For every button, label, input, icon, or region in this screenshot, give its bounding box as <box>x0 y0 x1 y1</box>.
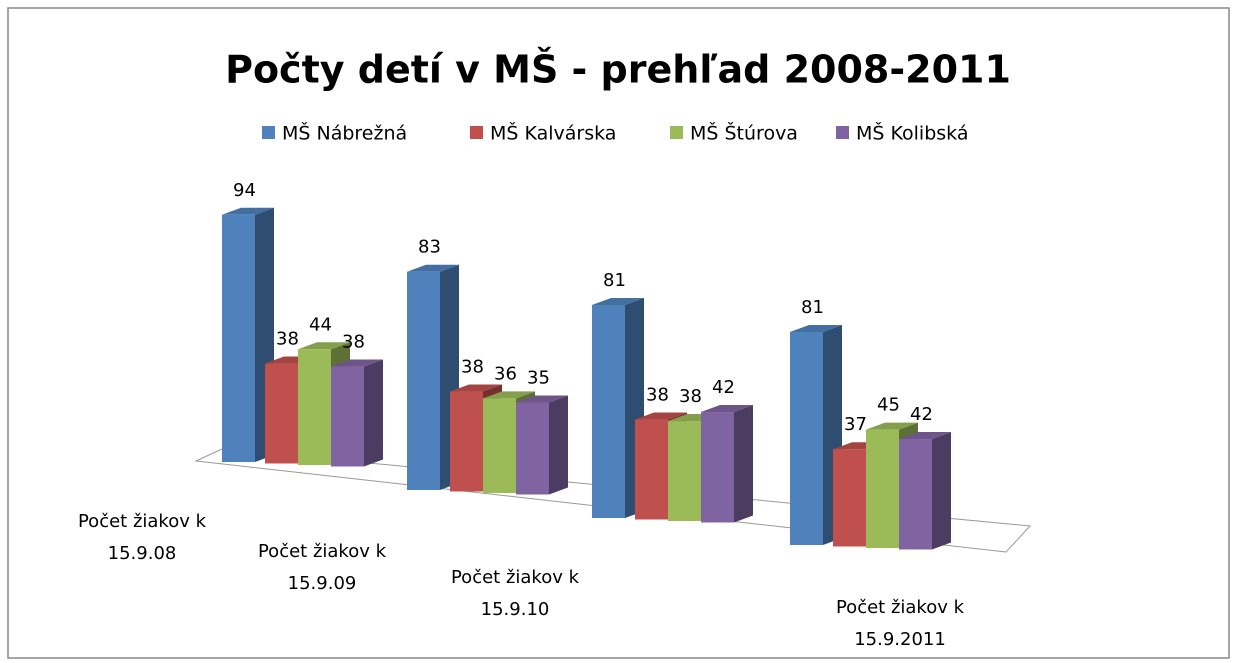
bar-top <box>222 207 274 215</box>
legend-swatch <box>262 126 275 139</box>
legend-swatch <box>470 126 483 139</box>
bar <box>635 419 668 520</box>
bar <box>833 449 866 547</box>
x-tick-label: Počet žiakov k 15.9.2011 <box>835 597 965 650</box>
bar-top <box>790 324 842 332</box>
bar-top <box>450 384 502 392</box>
bar-side <box>549 395 568 495</box>
bar-side <box>364 359 383 467</box>
legend-label: MŠ Kalvárska <box>490 121 616 145</box>
value-label: 44 <box>309 314 332 335</box>
bar-top <box>331 359 383 367</box>
bar-top <box>298 342 350 350</box>
bar <box>899 439 932 550</box>
legend-label: MŠ Štúrova <box>690 121 798 145</box>
bar <box>331 366 364 467</box>
value-label: 81 <box>801 297 824 318</box>
bar-top <box>516 395 568 403</box>
bar <box>298 349 331 465</box>
value-label: 37 <box>844 414 867 435</box>
value-label: 83 <box>418 237 441 258</box>
bar <box>265 363 298 464</box>
bar-side <box>932 432 951 550</box>
bar <box>483 398 516 493</box>
value-label: 38 <box>276 329 299 350</box>
legend-swatch <box>836 126 849 139</box>
x-tick-label: Počet žiakov k 15.9.08 <box>77 511 207 564</box>
value-label: 36 <box>494 363 517 384</box>
legend-label: MŠ Kolibská <box>856 121 968 145</box>
bar-top <box>635 412 687 420</box>
value-label: 38 <box>679 386 702 407</box>
chart-title: Počty detí v MŠ - prehľad 2008-2011 <box>225 48 1011 92</box>
bar-top <box>701 405 753 413</box>
bar <box>668 421 701 521</box>
value-label: 35 <box>527 367 550 388</box>
value-label: 81 <box>603 270 626 291</box>
x-tick-label: Počet žiakov k 15.9.10 <box>450 567 580 620</box>
bar-top <box>866 422 918 430</box>
value-label: 38 <box>646 385 669 406</box>
bar <box>407 271 440 490</box>
bar <box>866 429 899 548</box>
value-label: 38 <box>461 357 484 378</box>
bar <box>592 304 625 518</box>
bar <box>222 214 255 462</box>
value-label: 45 <box>877 395 900 416</box>
bar-side <box>734 405 753 523</box>
bar-top <box>592 297 644 305</box>
x-tick-label: Počet žiakov k 15.9.09 <box>257 541 387 594</box>
bar-top <box>483 391 535 399</box>
bar <box>701 412 734 523</box>
bar-top <box>407 264 459 272</box>
value-label: 42 <box>910 404 933 425</box>
value-label: 42 <box>712 377 735 398</box>
legend-label: MŠ Nábrežná <box>282 121 407 145</box>
bar <box>516 402 549 495</box>
value-label: 38 <box>342 332 365 353</box>
bar <box>450 391 483 492</box>
legend-swatch <box>670 126 683 139</box>
bar <box>790 331 823 545</box>
bar-top <box>899 432 951 440</box>
value-label: 94 <box>233 180 256 201</box>
